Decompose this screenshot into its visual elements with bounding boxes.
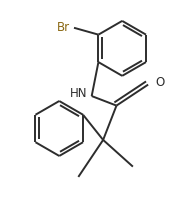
Text: O: O <box>155 76 164 89</box>
Text: HN: HN <box>70 86 87 100</box>
Text: Br: Br <box>57 21 70 34</box>
